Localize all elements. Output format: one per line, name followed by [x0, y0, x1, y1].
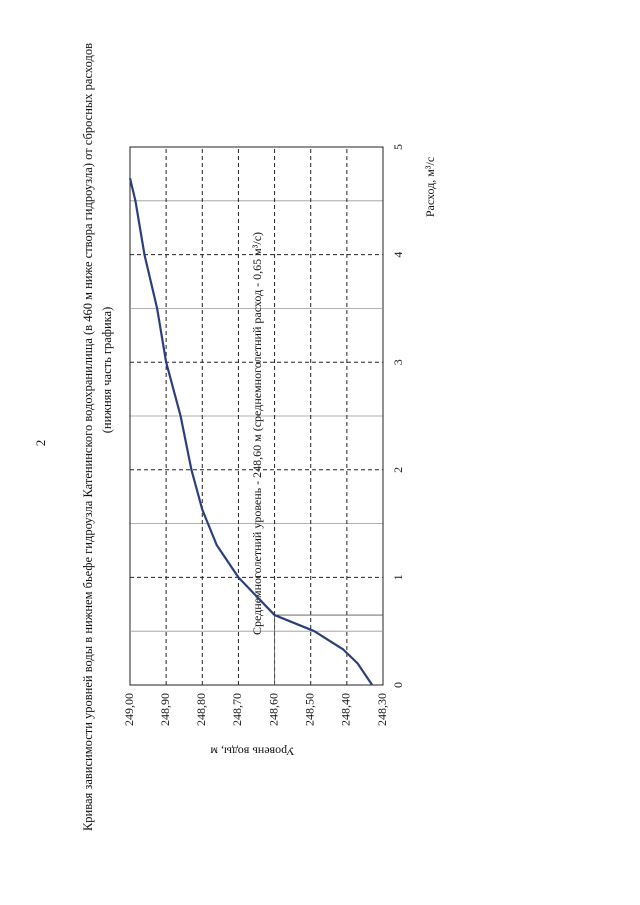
- y-tick-label: 248,60: [266, 693, 280, 726]
- y-tick-label: 248,40: [339, 693, 353, 726]
- x-tick-label: 4: [391, 252, 405, 258]
- chart-title: Кривая зависимости уровней воды в нижнем…: [81, 43, 95, 831]
- x-tick-label: 2: [391, 467, 405, 473]
- annotation: Среднемноголетний уровень - 248,60 м (ср…: [250, 232, 264, 635]
- y-tick-label: 248,70: [230, 693, 244, 726]
- y-tick-label: 248,50: [302, 693, 316, 726]
- x-tick-label: 3: [391, 359, 405, 365]
- data-line: [128, 177, 374, 686]
- x-tick-label: 0: [391, 682, 405, 688]
- y-tick-label: 248,80: [194, 693, 208, 726]
- y-tick-label: 249,00: [122, 693, 136, 726]
- plot: 0 1 2 3 4 5 249,00 248,90 248,80 248,70 248,60 248,…: [122, 144, 437, 758]
- y-tick-label: 248,30: [375, 693, 389, 726]
- y-axis-label: Уровень воды, м: [210, 744, 295, 758]
- x-axis-label: Расход, м³/с: [423, 157, 437, 217]
- y-tick-label: 248,90: [158, 693, 172, 726]
- x-tick-label: 1: [391, 574, 405, 580]
- page-number: 2: [33, 440, 48, 447]
- x-tick-label: 5: [391, 144, 405, 150]
- chart-subtitle: (нижняя часть графика): [100, 307, 114, 433]
